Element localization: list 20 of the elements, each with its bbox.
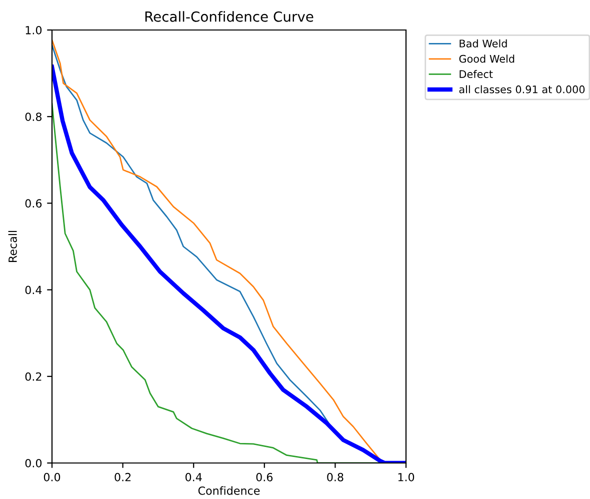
x-tick-label: 1.0 bbox=[398, 472, 414, 482]
x-tick-label: 0.4 bbox=[186, 472, 202, 482]
x-tick-label: 0.0 bbox=[44, 472, 60, 482]
y-tick-label: 1.0 bbox=[26, 26, 42, 34]
y-tick-label: 0.6 bbox=[25, 199, 42, 208]
legend-label: Good Weld bbox=[459, 54, 514, 63]
y-tick-label: 0.0 bbox=[25, 458, 42, 468]
legend-label: Bad Weld bbox=[460, 39, 507, 48]
legend-label: Defect bbox=[460, 70, 493, 78]
line-series bbox=[52, 44, 331, 426]
legend-label: all classes 0.91 at 0.000 bbox=[459, 85, 585, 94]
x-tick-label: 0.6 bbox=[256, 472, 273, 482]
y-axis-title: Recall bbox=[8, 230, 17, 262]
x-tick-label: 0.2 bbox=[114, 472, 131, 482]
y-tick-label: 0.8 bbox=[25, 112, 42, 121]
y-tick-label: 0.4 bbox=[25, 286, 42, 294]
x-axis-title: Confidence bbox=[198, 486, 260, 495]
y-tick-label: 0.2 bbox=[25, 372, 42, 381]
chart-title: Recall-Confidence Curve bbox=[145, 11, 314, 22]
x-tick-label: 0.8 bbox=[327, 472, 344, 482]
